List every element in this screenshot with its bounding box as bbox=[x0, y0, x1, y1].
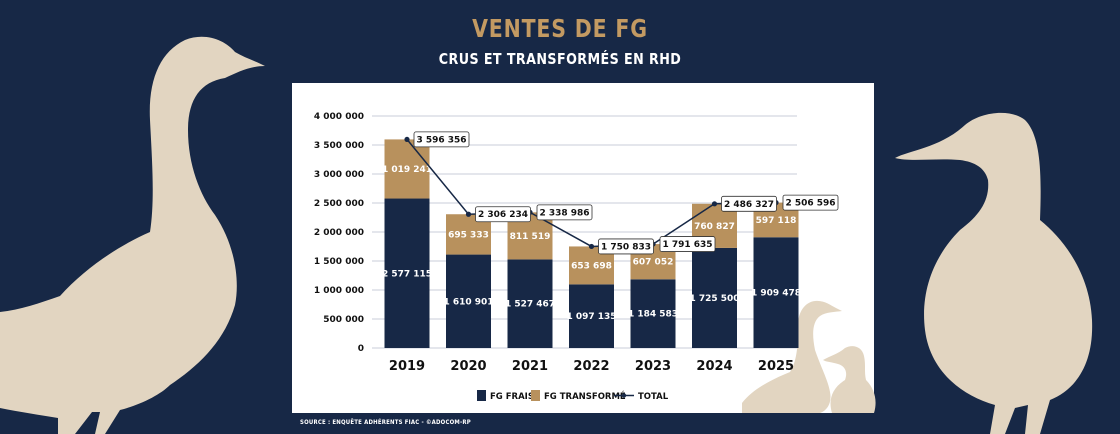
x-category-label: 2025 bbox=[758, 359, 794, 374]
legend-label-fg-transforme: FG TRANSFORMÉ bbox=[544, 390, 626, 402]
bar-fg-frais bbox=[569, 284, 614, 348]
total-label-box bbox=[598, 238, 654, 255]
total-label: 2 506 596 bbox=[785, 199, 835, 209]
total-label-box bbox=[659, 236, 716, 252]
bar-label-fg-frais: 1 909 478 bbox=[751, 289, 801, 299]
goose-silhouette-icon bbox=[0, 36, 265, 434]
total-label: 1 750 833 bbox=[601, 242, 651, 252]
total-point bbox=[588, 243, 595, 250]
bar-fg-frais bbox=[692, 247, 737, 348]
bar-fg-transforme bbox=[384, 139, 430, 199]
x-category-label: 2023 bbox=[635, 359, 671, 374]
total-label: 1 791 635 bbox=[662, 240, 712, 250]
bar-label-fg-transforme: 597 118 bbox=[756, 216, 797, 226]
y-axis-ticks: 0 500 000 1 000 000 1 500 000 2 000 000 2 500… bbox=[314, 112, 364, 354]
total-label-box bbox=[721, 195, 777, 212]
chart-title: VENTES DE FG bbox=[472, 14, 648, 43]
bar-fg-frais bbox=[630, 279, 676, 348]
bar-label-fg-transforme: 1 019 241 bbox=[382, 165, 432, 175]
x-category-label: 2020 bbox=[450, 359, 486, 374]
bar-label-fg-frais: 1 097 135 bbox=[566, 312, 616, 322]
bar-label-fg-frais: 2 577 115 bbox=[382, 269, 432, 279]
x-axis-categories: 2019 2020 2021 2022 2023 2024 2025 bbox=[389, 359, 794, 374]
total-label-box bbox=[536, 204, 593, 221]
total-label: 2 338 986 bbox=[539, 208, 589, 218]
total-label: 2 486 327 bbox=[724, 200, 774, 210]
y-tick-label: 3 000 000 bbox=[314, 170, 364, 180]
duck-silhouette-icon bbox=[895, 112, 1093, 434]
bar-fg-frais bbox=[507, 259, 553, 348]
y-tick-label: 3 500 000 bbox=[314, 141, 364, 151]
bar-label-fg-transforme: 760 827 bbox=[694, 222, 735, 232]
y-tick-label: 2 500 000 bbox=[314, 199, 364, 209]
total-label: 3 596 356 bbox=[416, 135, 466, 145]
x-category-label: 2024 bbox=[696, 359, 732, 374]
small-duck-silhouette-icon bbox=[823, 346, 876, 413]
y-tick-label: 1 500 000 bbox=[314, 257, 364, 267]
legend-swatch-fg-transforme bbox=[531, 390, 540, 401]
small-goose-silhouette-icon bbox=[742, 300, 842, 413]
bar-label-fg-frais: 1 184 583 bbox=[628, 310, 678, 320]
y-tick-label: 0 bbox=[358, 344, 364, 354]
total-label-box bbox=[475, 206, 531, 223]
bar-label-fg-frais: 1 610 901 bbox=[443, 297, 493, 307]
bar-label-fg-transforme: 811 519 bbox=[510, 232, 551, 242]
bar-label-fg-transforme: 607 052 bbox=[633, 258, 674, 268]
bar-label-fg-frais: 1 527 467 bbox=[505, 300, 555, 310]
bar-fg-frais bbox=[753, 237, 799, 348]
y-tick-label: 500 000 bbox=[323, 315, 364, 325]
bar-fg-frais bbox=[446, 254, 491, 348]
legend-marker-total bbox=[621, 393, 627, 398]
legend: FG FRAIS FG TRANSFORMÉ TOTAL bbox=[477, 390, 669, 402]
y-tick-label: 4 000 000 bbox=[314, 112, 364, 122]
chart-subtitle: CRUS ET TRANSFORMÉS EN RHD bbox=[438, 50, 682, 68]
total-line bbox=[404, 136, 779, 250]
total-label-box bbox=[782, 194, 839, 211]
total-value-labels: 3 596 356 2 306 234 2 338 986 1 750 833 1 79… bbox=[413, 131, 839, 255]
legend-label-total: TOTAL bbox=[638, 392, 669, 402]
x-category-label: 2021 bbox=[512, 359, 548, 374]
total-point bbox=[404, 136, 410, 143]
bar-label-fg-transforme: 695 333 bbox=[448, 230, 489, 240]
total-point bbox=[465, 211, 472, 217]
bar-value-labels: 2 577 115 1 019 241 1 610 901 695 333 1 527 … bbox=[382, 165, 801, 322]
y-tick-label: 1 000 000 bbox=[314, 286, 364, 296]
total-label-box bbox=[413, 131, 470, 148]
x-category-label: 2019 bbox=[389, 359, 425, 374]
source-note: SOURCE : ENQUÊTE ADHÉRENTS FIAC - ©ADOCO… bbox=[300, 419, 471, 426]
legend-label-fg-frais: FG FRAIS bbox=[490, 392, 534, 402]
bar-label-fg-frais: 1 725 500 bbox=[689, 294, 739, 304]
y-tick-label: 2 000 000 bbox=[314, 228, 364, 238]
x-category-label: 2022 bbox=[573, 359, 609, 374]
total-label: 2 306 234 bbox=[478, 210, 528, 220]
bar-fg-frais bbox=[384, 198, 430, 348]
total-point bbox=[711, 201, 718, 207]
legend-swatch-fg-frais bbox=[477, 390, 486, 401]
bar-label-fg-transforme: 653 698 bbox=[571, 261, 612, 271]
